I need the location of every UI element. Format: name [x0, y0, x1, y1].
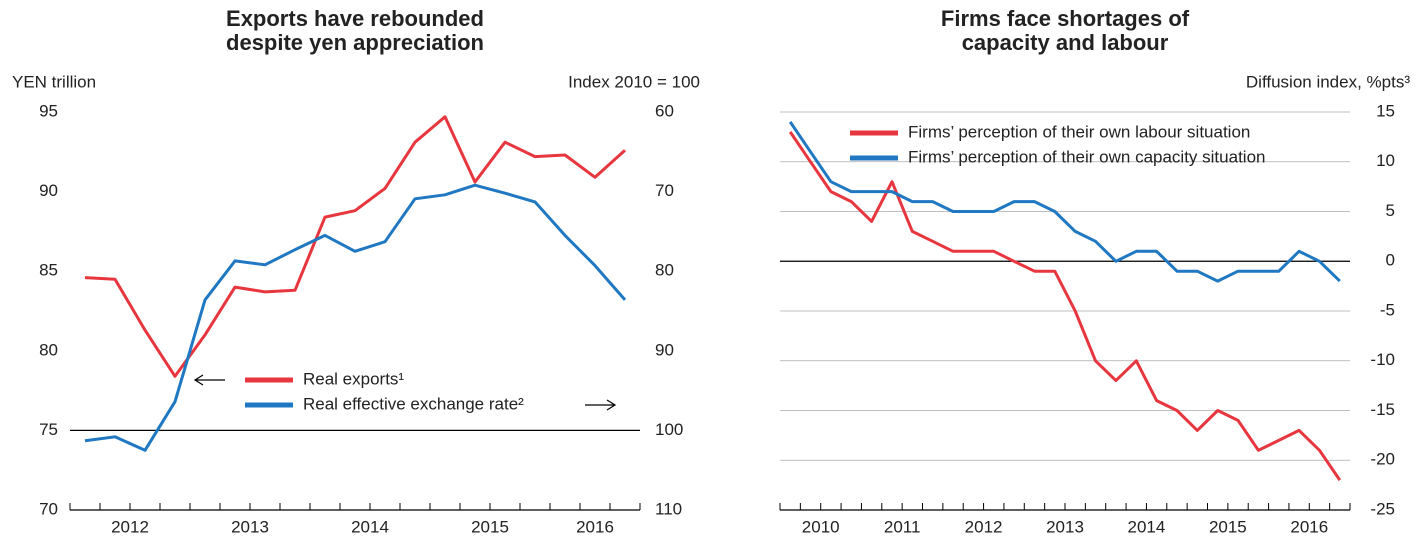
x-tick-label: 2012: [111, 517, 149, 536]
axis-arrow-right: [585, 399, 617, 411]
chart-title: capacity and labour: [962, 30, 1169, 55]
chart-title: Firms face shortages of: [941, 6, 1190, 31]
y-tick-label: 15: [1376, 101, 1395, 120]
x-tick-label: 2013: [231, 517, 269, 536]
x-tick-label: 2016: [1290, 517, 1328, 536]
y2-tick-label: 110: [655, 499, 682, 518]
y-tick-label: 75: [39, 420, 58, 439]
legend-label: Real effective exchange rate²: [303, 394, 524, 413]
y-tick-label: -10: [1370, 350, 1395, 369]
y2-tick-label: 80: [655, 261, 674, 280]
y-tick-label: 70: [39, 499, 58, 518]
x-tick-label: 2014: [351, 517, 389, 536]
y-axis-label: Diffusion index, %pts³: [1246, 72, 1410, 91]
y-tick-label: -15: [1370, 400, 1395, 419]
chart-title: Exports have rebounded: [226, 6, 484, 31]
axis-arrow-left: [193, 374, 225, 386]
x-tick-label: 2010: [802, 517, 840, 536]
x-tick-label: 2014: [1128, 517, 1166, 536]
x-tick-label: 2015: [1209, 517, 1247, 536]
legend-label: Real exports¹: [303, 369, 404, 388]
legend-label: Firms’ perception of their own capacity …: [908, 147, 1265, 166]
y-tick-label: 90: [39, 181, 58, 200]
y-tick-label: 10: [1376, 151, 1395, 170]
x-tick-label: 2011: [884, 517, 921, 536]
chart-title: despite yen appreciation: [226, 30, 484, 55]
y-tick-label: 5: [1386, 201, 1395, 220]
y-tick-label: -25: [1370, 499, 1395, 518]
y2-axis-label: Index 2010 = 100: [568, 72, 700, 91]
x-tick-label: 2012: [965, 517, 1003, 536]
data-line: [788, 121, 1341, 283]
y-tick-label: -5: [1380, 300, 1395, 319]
y2-tick-label: 100: [655, 420, 683, 439]
x-tick-label: 2013: [1046, 517, 1084, 536]
data-line: [84, 115, 627, 378]
x-tick-label: 2015: [471, 517, 509, 536]
data-line: [84, 183, 627, 452]
y2-tick-label: 70: [655, 181, 674, 200]
y2-tick-label: 60: [655, 101, 674, 120]
y-tick-label: 85: [39, 261, 58, 280]
legend-label: Firms’ perception of their own labour si…: [908, 122, 1250, 141]
y-tick-label: -20: [1370, 450, 1395, 469]
data-line: [788, 131, 1342, 481]
y-axis-label: YEN trillion: [12, 72, 96, 91]
y2-tick-label: 90: [655, 340, 674, 359]
y-tick-label: 0: [1386, 251, 1395, 270]
y-tick-label: 80: [39, 340, 58, 359]
y-tick-label: 95: [39, 101, 58, 120]
x-tick-label: 2016: [576, 517, 614, 536]
